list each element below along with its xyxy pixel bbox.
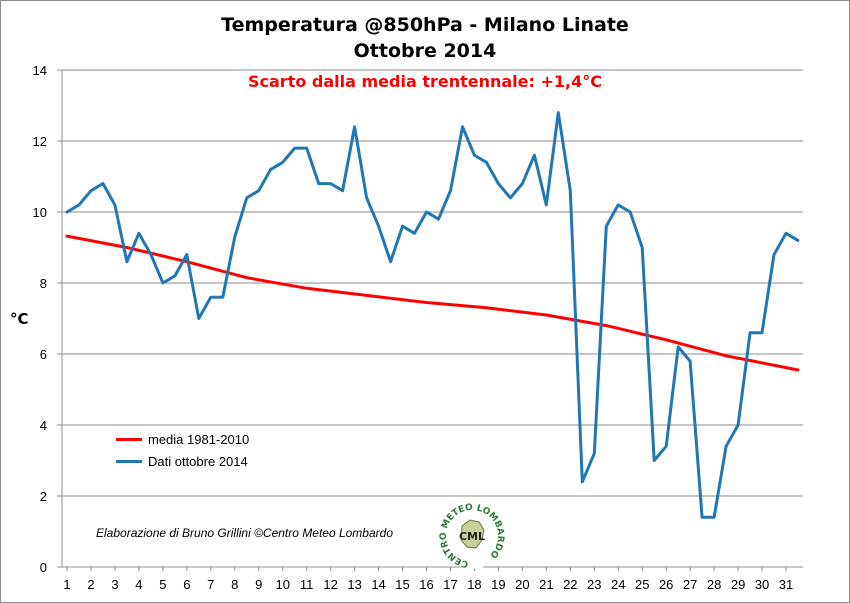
xtick-label-18: 18 <box>467 577 481 592</box>
xtick-label-8: 8 <box>231 577 238 592</box>
anomaly-annotation: Scarto dalla media trentennale: +1,4°C <box>248 72 602 91</box>
series-line-1 <box>65 111 800 519</box>
cml-logo: CML CENTRO METEO LOMBARDO <box>439 503 505 569</box>
ytick-label-8: 8 <box>40 276 47 291</box>
x-tick-labels: 1 2 3 4 5 6 7 8 9 10 11 12 13 14 15 16 17 18 19 20 21 22 23 24 2… <box>63 577 793 592</box>
xtick-label-14: 14 <box>371 577 385 592</box>
xtick-label-26: 26 <box>659 577 673 592</box>
xtick-label-6: 6 <box>183 577 190 592</box>
ytick-label-12: 12 <box>33 134 47 149</box>
xtick-label-24: 24 <box>611 577 625 592</box>
ytick-label-4: 4 <box>40 418 47 433</box>
legend: media 1981-2010 Dati ottobre 2014 <box>116 428 249 472</box>
logo-center-text: CML <box>459 530 485 543</box>
axes <box>57 69 803 571</box>
xtick-label-20: 20 <box>515 577 529 592</box>
ytick-label-0: 0 <box>40 560 47 575</box>
legend-item-dati: Dati ottobre 2014 <box>116 450 249 472</box>
ytick-label-6: 6 <box>40 347 47 362</box>
xtick-label-27: 27 <box>683 577 697 592</box>
xtick-label-9: 9 <box>255 577 262 592</box>
xtick-label-25: 25 <box>635 577 649 592</box>
legend-swatch-dati <box>116 459 142 463</box>
xtick-label-15: 15 <box>395 577 409 592</box>
xtick-label-7: 7 <box>207 577 214 592</box>
y-tick-labels: 0 2 4 6 8 10 12 14 <box>33 63 47 575</box>
chart-title: Temperatura @850hPa - Milano Linate <box>221 14 629 36</box>
credit-text: Elaborazione di Bruno Grillini ©Centro M… <box>96 526 393 540</box>
xtick-label-23: 23 <box>587 577 601 592</box>
series-line-0 <box>65 234 800 372</box>
xtick-label-29: 29 <box>731 577 745 592</box>
gridlines <box>62 69 803 497</box>
xtick-label-11: 11 <box>300 577 314 592</box>
ytick-label-14: 14 <box>33 63 47 78</box>
legend-swatch-media <box>116 437 142 441</box>
xtick-label-10: 10 <box>275 577 289 592</box>
xtick-label-22: 22 <box>563 577 577 592</box>
legend-label-dati: Dati ottobre 2014 <box>148 453 248 469</box>
xtick-label-3: 3 <box>111 577 118 592</box>
xtick-label-5: 5 <box>159 577 166 592</box>
ytick-label-2: 2 <box>40 489 47 504</box>
xtick-label-19: 19 <box>491 577 505 592</box>
xtick-label-21: 21 <box>539 577 553 592</box>
xtick-label-31: 31 <box>779 577 793 592</box>
xtick-label-2: 2 <box>87 577 94 592</box>
y-axis-label: °C <box>10 310 29 328</box>
xtick-label-17: 17 <box>443 577 457 592</box>
xtick-label-13: 13 <box>347 577 361 592</box>
xtick-label-30: 30 <box>755 577 769 592</box>
xtick-label-16: 16 <box>419 577 433 592</box>
xtick-label-28: 28 <box>707 577 721 592</box>
ytick-label-10: 10 <box>33 205 47 220</box>
xtick-label-12: 12 <box>323 577 337 592</box>
xtick-label-4: 4 <box>135 577 142 592</box>
chart-subtitle: Ottobre 2014 <box>353 40 497 62</box>
series-lines <box>65 111 800 519</box>
xtick-label-1: 1 <box>63 577 70 592</box>
legend-label-media: media 1981-2010 <box>148 431 250 447</box>
legend-item-media: media 1981-2010 <box>116 428 249 450</box>
